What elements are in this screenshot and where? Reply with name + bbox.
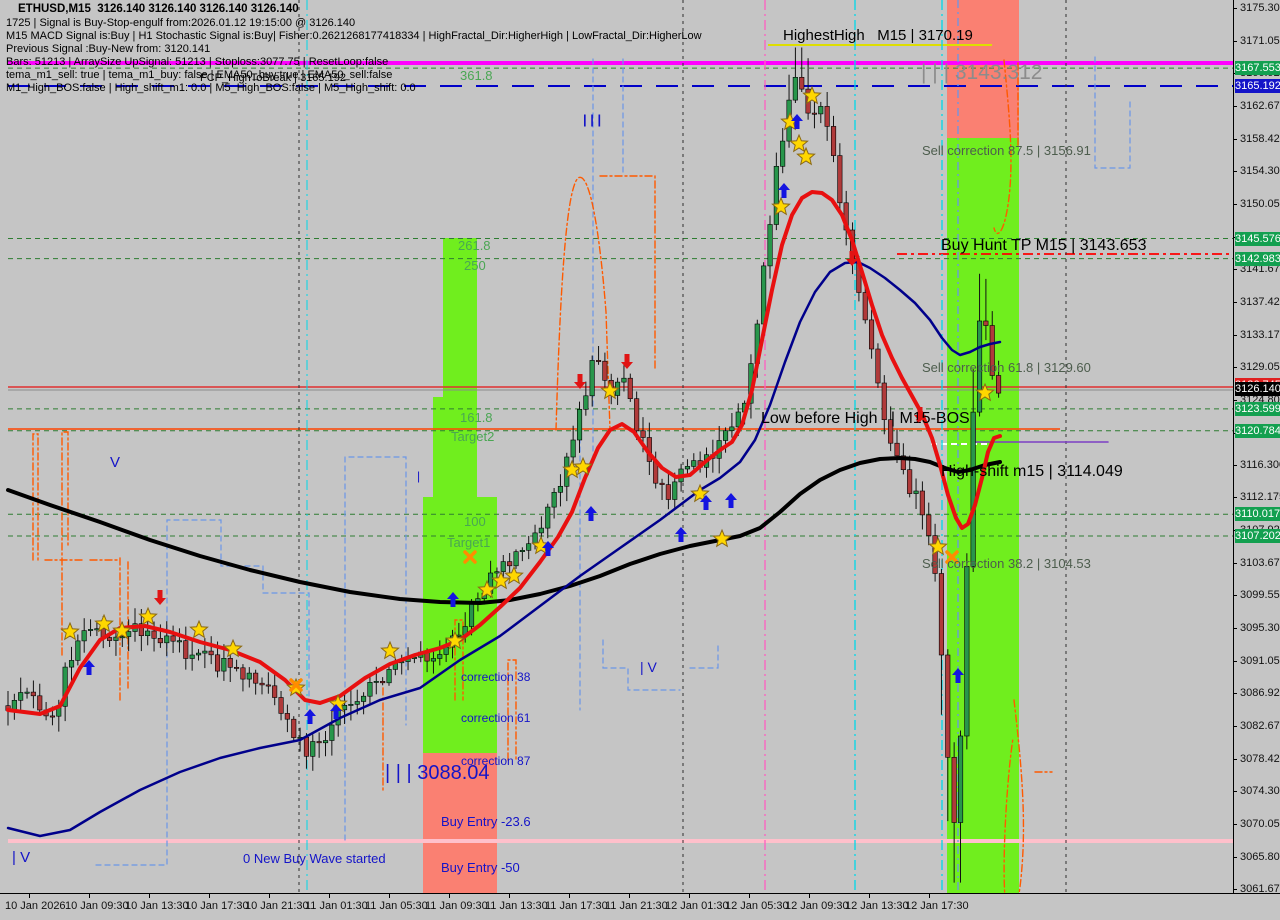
time-tick-mark bbox=[509, 894, 510, 898]
price-badge-3126.140: 3126.140 bbox=[1235, 382, 1280, 397]
price-tick-label: 3095.300 bbox=[1240, 622, 1280, 635]
time-tick-label: 12 Jan 05:30 bbox=[725, 900, 789, 912]
price-tick-mark bbox=[1234, 399, 1237, 401]
time-tick-label: 12 Jan 09:30 bbox=[785, 900, 849, 912]
price-tick-mark bbox=[1234, 8, 1237, 9]
price-tick-mark bbox=[1234, 726, 1237, 728]
time-tick-label: 11 Jan 09:30 bbox=[425, 900, 488, 912]
time-tick-mark bbox=[629, 894, 630, 898]
price-tick-label: 3112.175 bbox=[1240, 491, 1280, 504]
price-tick-mark bbox=[1234, 628, 1237, 630]
time-tick-mark bbox=[209, 894, 210, 898]
price-tick-mark bbox=[1234, 268, 1237, 270]
time-tick-label: 10 Jan 21:30 bbox=[245, 900, 309, 912]
price-tick-mark bbox=[1234, 759, 1237, 761]
price-tick-label: 3103.675 bbox=[1240, 557, 1280, 570]
price-tick-label: 3171.050 bbox=[1240, 35, 1280, 47]
time-tick-label: 11 Jan 21:30 bbox=[605, 900, 668, 912]
price-tick-mark bbox=[1234, 497, 1237, 499]
price-badge-3120.784: 3120.784 bbox=[1235, 423, 1280, 438]
price-tick-mark bbox=[1234, 41, 1237, 42]
price-tick-mark bbox=[1234, 791, 1237, 793]
time-tick-label: 11 Jan 01:30 bbox=[305, 900, 368, 912]
price-tick-mark bbox=[1234, 334, 1237, 336]
price-badge-3110.017: 3110.017 bbox=[1235, 507, 1280, 522]
time-tick-mark bbox=[149, 894, 150, 898]
price-tick-label: 3065.800 bbox=[1240, 851, 1280, 863]
price-tick-label: 3086.925 bbox=[1240, 687, 1280, 700]
time-tick-mark bbox=[29, 894, 30, 898]
price-tick-mark bbox=[1234, 203, 1237, 205]
time-tick-mark bbox=[449, 894, 450, 898]
time-tick-mark bbox=[689, 894, 690, 898]
time-tick-mark bbox=[809, 894, 810, 898]
price-tick-mark bbox=[1234, 857, 1237, 858]
price-badge-3145.576: 3145.576 bbox=[1235, 231, 1280, 246]
time-tick-label: 11 Jan 13:30 bbox=[485, 900, 548, 912]
price-tick-mark bbox=[1234, 366, 1237, 368]
time-tick-label: 12 Jan 17:30 bbox=[905, 900, 969, 912]
price-tick-mark bbox=[1234, 105, 1237, 107]
time-tick-mark bbox=[89, 894, 90, 898]
price-tick-label: 3116.300 bbox=[1240, 459, 1280, 472]
price-tick-label: 3141.675 bbox=[1240, 262, 1280, 275]
price-tick-label: 3099.550 bbox=[1240, 589, 1280, 602]
price-badge-3123.599: 3123.599 bbox=[1235, 401, 1280, 416]
time-tick-label: 12 Jan 13:30 bbox=[845, 900, 909, 912]
price-tick-mark bbox=[1234, 138, 1237, 140]
price-tick-mark bbox=[1234, 465, 1237, 467]
price-axis[interactable]: 3175.3003171.0503166.9253162.6753158.425… bbox=[1233, 0, 1280, 920]
price-tick-label: 3154.300 bbox=[1240, 164, 1280, 177]
price-tick-label: 3162.675 bbox=[1240, 99, 1280, 112]
price-badge-3165.192: 3165.192 bbox=[1235, 79, 1280, 94]
price-tick-mark bbox=[1234, 170, 1237, 172]
time-tick-label: 11 Jan 05:30 bbox=[365, 900, 428, 912]
time-tick-label: 10 Jan 17:30 bbox=[185, 900, 249, 912]
price-tick-label: 3150.050 bbox=[1240, 197, 1280, 210]
price-tick-label: 3061.675 bbox=[1240, 883, 1280, 895]
price-tick-label: 3158.425 bbox=[1240, 132, 1280, 145]
price-tick-label: 3175.300 bbox=[1240, 2, 1280, 14]
price-tick-mark bbox=[1234, 661, 1237, 663]
time-tick-mark bbox=[869, 894, 870, 898]
price-tick-mark bbox=[1234, 301, 1237, 303]
price-tick-mark bbox=[1234, 824, 1237, 825]
price-badge-3142.983: 3142.983 bbox=[1235, 251, 1280, 266]
price-tick-label: 3074.300 bbox=[1240, 785, 1280, 798]
price-badge-3167.553: 3167.553 bbox=[1235, 61, 1280, 76]
time-tick-mark bbox=[269, 894, 270, 898]
price-tick-label: 3133.175 bbox=[1240, 328, 1280, 341]
time-axis[interactable]: 10 Jan 2026 10 Jan 09:30 10 Jan 13:30 10 Ja… bbox=[0, 893, 1280, 920]
time-tick-label: 10 Jan 13:30 bbox=[125, 900, 189, 912]
price-tick-label: 3082.675 bbox=[1240, 720, 1280, 733]
time-tick-mark bbox=[749, 894, 750, 898]
price-badge-3107.202: 3107.202 bbox=[1235, 529, 1280, 543]
price-tick-label: 3129.050 bbox=[1240, 360, 1280, 373]
time-tick-label: 10 Jan 2026 bbox=[5, 900, 66, 912]
time-tick-mark bbox=[569, 894, 570, 898]
price-tick-mark bbox=[1234, 889, 1237, 890]
time-tick-label: 10 Jan 09:30 bbox=[65, 900, 129, 912]
time-tick-mark bbox=[389, 894, 390, 898]
price-tick-mark bbox=[1234, 563, 1237, 565]
time-tick-label: 11 Jan 17:30 bbox=[545, 900, 608, 912]
price-tick-label: 3137.425 bbox=[1240, 295, 1280, 308]
price-tick-label: 3091.050 bbox=[1240, 655, 1280, 668]
time-tick-mark bbox=[929, 894, 930, 898]
price-tick-label: 3078.425 bbox=[1240, 753, 1280, 766]
price-tick-mark bbox=[1234, 595, 1237, 597]
time-tick-mark bbox=[329, 894, 330, 898]
price-tick-mark bbox=[1234, 693, 1237, 695]
price-tick-label: 3070.050 bbox=[1240, 818, 1280, 830]
time-tick-label: 12 Jan 01:30 bbox=[665, 900, 729, 912]
